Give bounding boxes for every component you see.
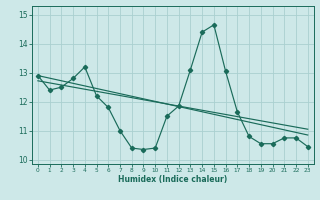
- X-axis label: Humidex (Indice chaleur): Humidex (Indice chaleur): [118, 175, 228, 184]
